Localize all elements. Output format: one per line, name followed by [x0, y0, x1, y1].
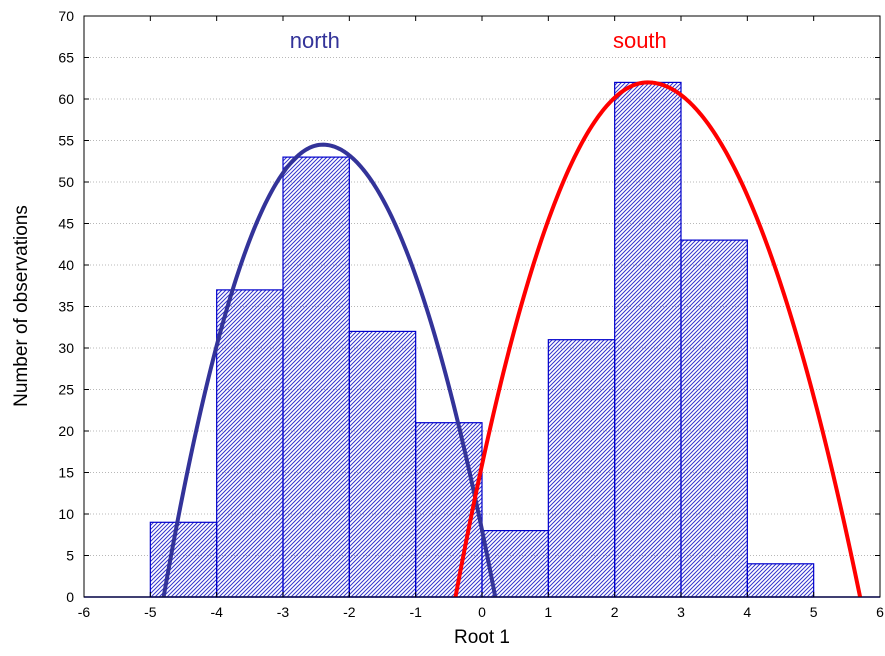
y-tick-label: 10: [58, 506, 74, 522]
series-label-north: north: [290, 28, 340, 53]
x-tick-label: -2: [343, 604, 356, 620]
y-tick-label: 5: [66, 548, 74, 564]
axis-ticks: [83, 15, 881, 598]
histogram-bar: [746, 563, 815, 598]
x-axis-title: Root 1: [454, 627, 510, 648]
x-tick-label: 2: [611, 604, 619, 620]
x-tick-label: -4: [210, 604, 223, 620]
x-tick-labels: -6 -5 -4 -3 -2 -1 0 1 2 3 4 5 6: [78, 604, 884, 620]
x-tick-label: 4: [743, 604, 751, 620]
x-tick-label: 3: [677, 604, 685, 620]
x-tick-label: 5: [810, 604, 818, 620]
fitted-curve-north: [161, 142, 498, 597]
histogram-bar: [216, 289, 284, 598]
x-tick-label: 1: [544, 604, 552, 620]
x-tick-label: -3: [277, 604, 290, 620]
y-tick-label: 55: [58, 133, 74, 149]
y-tick-label: 40: [58, 257, 74, 273]
y-tick-label: 50: [58, 174, 74, 190]
histogram-bar: [149, 521, 218, 598]
y-tick-label: 20: [58, 423, 74, 439]
fitted-curves: [161, 80, 863, 597]
histogram-bars: [84, 81, 880, 598]
y-tick-label: 45: [58, 216, 74, 232]
y-tick-label: 15: [58, 465, 74, 481]
histogram-bar: [680, 239, 748, 598]
y-tick-label: 65: [58, 50, 74, 66]
y-tick-label: 25: [58, 382, 74, 398]
histogram-bar: [282, 156, 350, 598]
series-labels: north south: [290, 28, 667, 53]
fitted-curve-south: [453, 80, 863, 597]
y-tick-labels: 0 5 10 15 20 25 30 35 40 45 50 55 60 65 70: [58, 8, 74, 605]
y-tick-label: 30: [58, 340, 74, 356]
y-axis-title: Number of observations: [11, 205, 32, 407]
y-tick-label: 60: [58, 91, 74, 107]
histogram-bar: [547, 339, 616, 598]
series-label-south: south: [613, 28, 667, 53]
x-tick-label: -5: [144, 604, 157, 620]
y-tick-label: 70: [58, 8, 74, 24]
x-tick-label: 0: [478, 604, 486, 620]
x-tick-label: -1: [409, 604, 422, 620]
x-tick-label: 6: [876, 604, 884, 620]
histogram-bar: [614, 81, 682, 598]
histogram-bar: [348, 330, 417, 598]
y-tick-label: 0: [66, 589, 74, 605]
y-tick-label: 35: [58, 299, 74, 315]
x-tick-label: -6: [78, 604, 91, 620]
